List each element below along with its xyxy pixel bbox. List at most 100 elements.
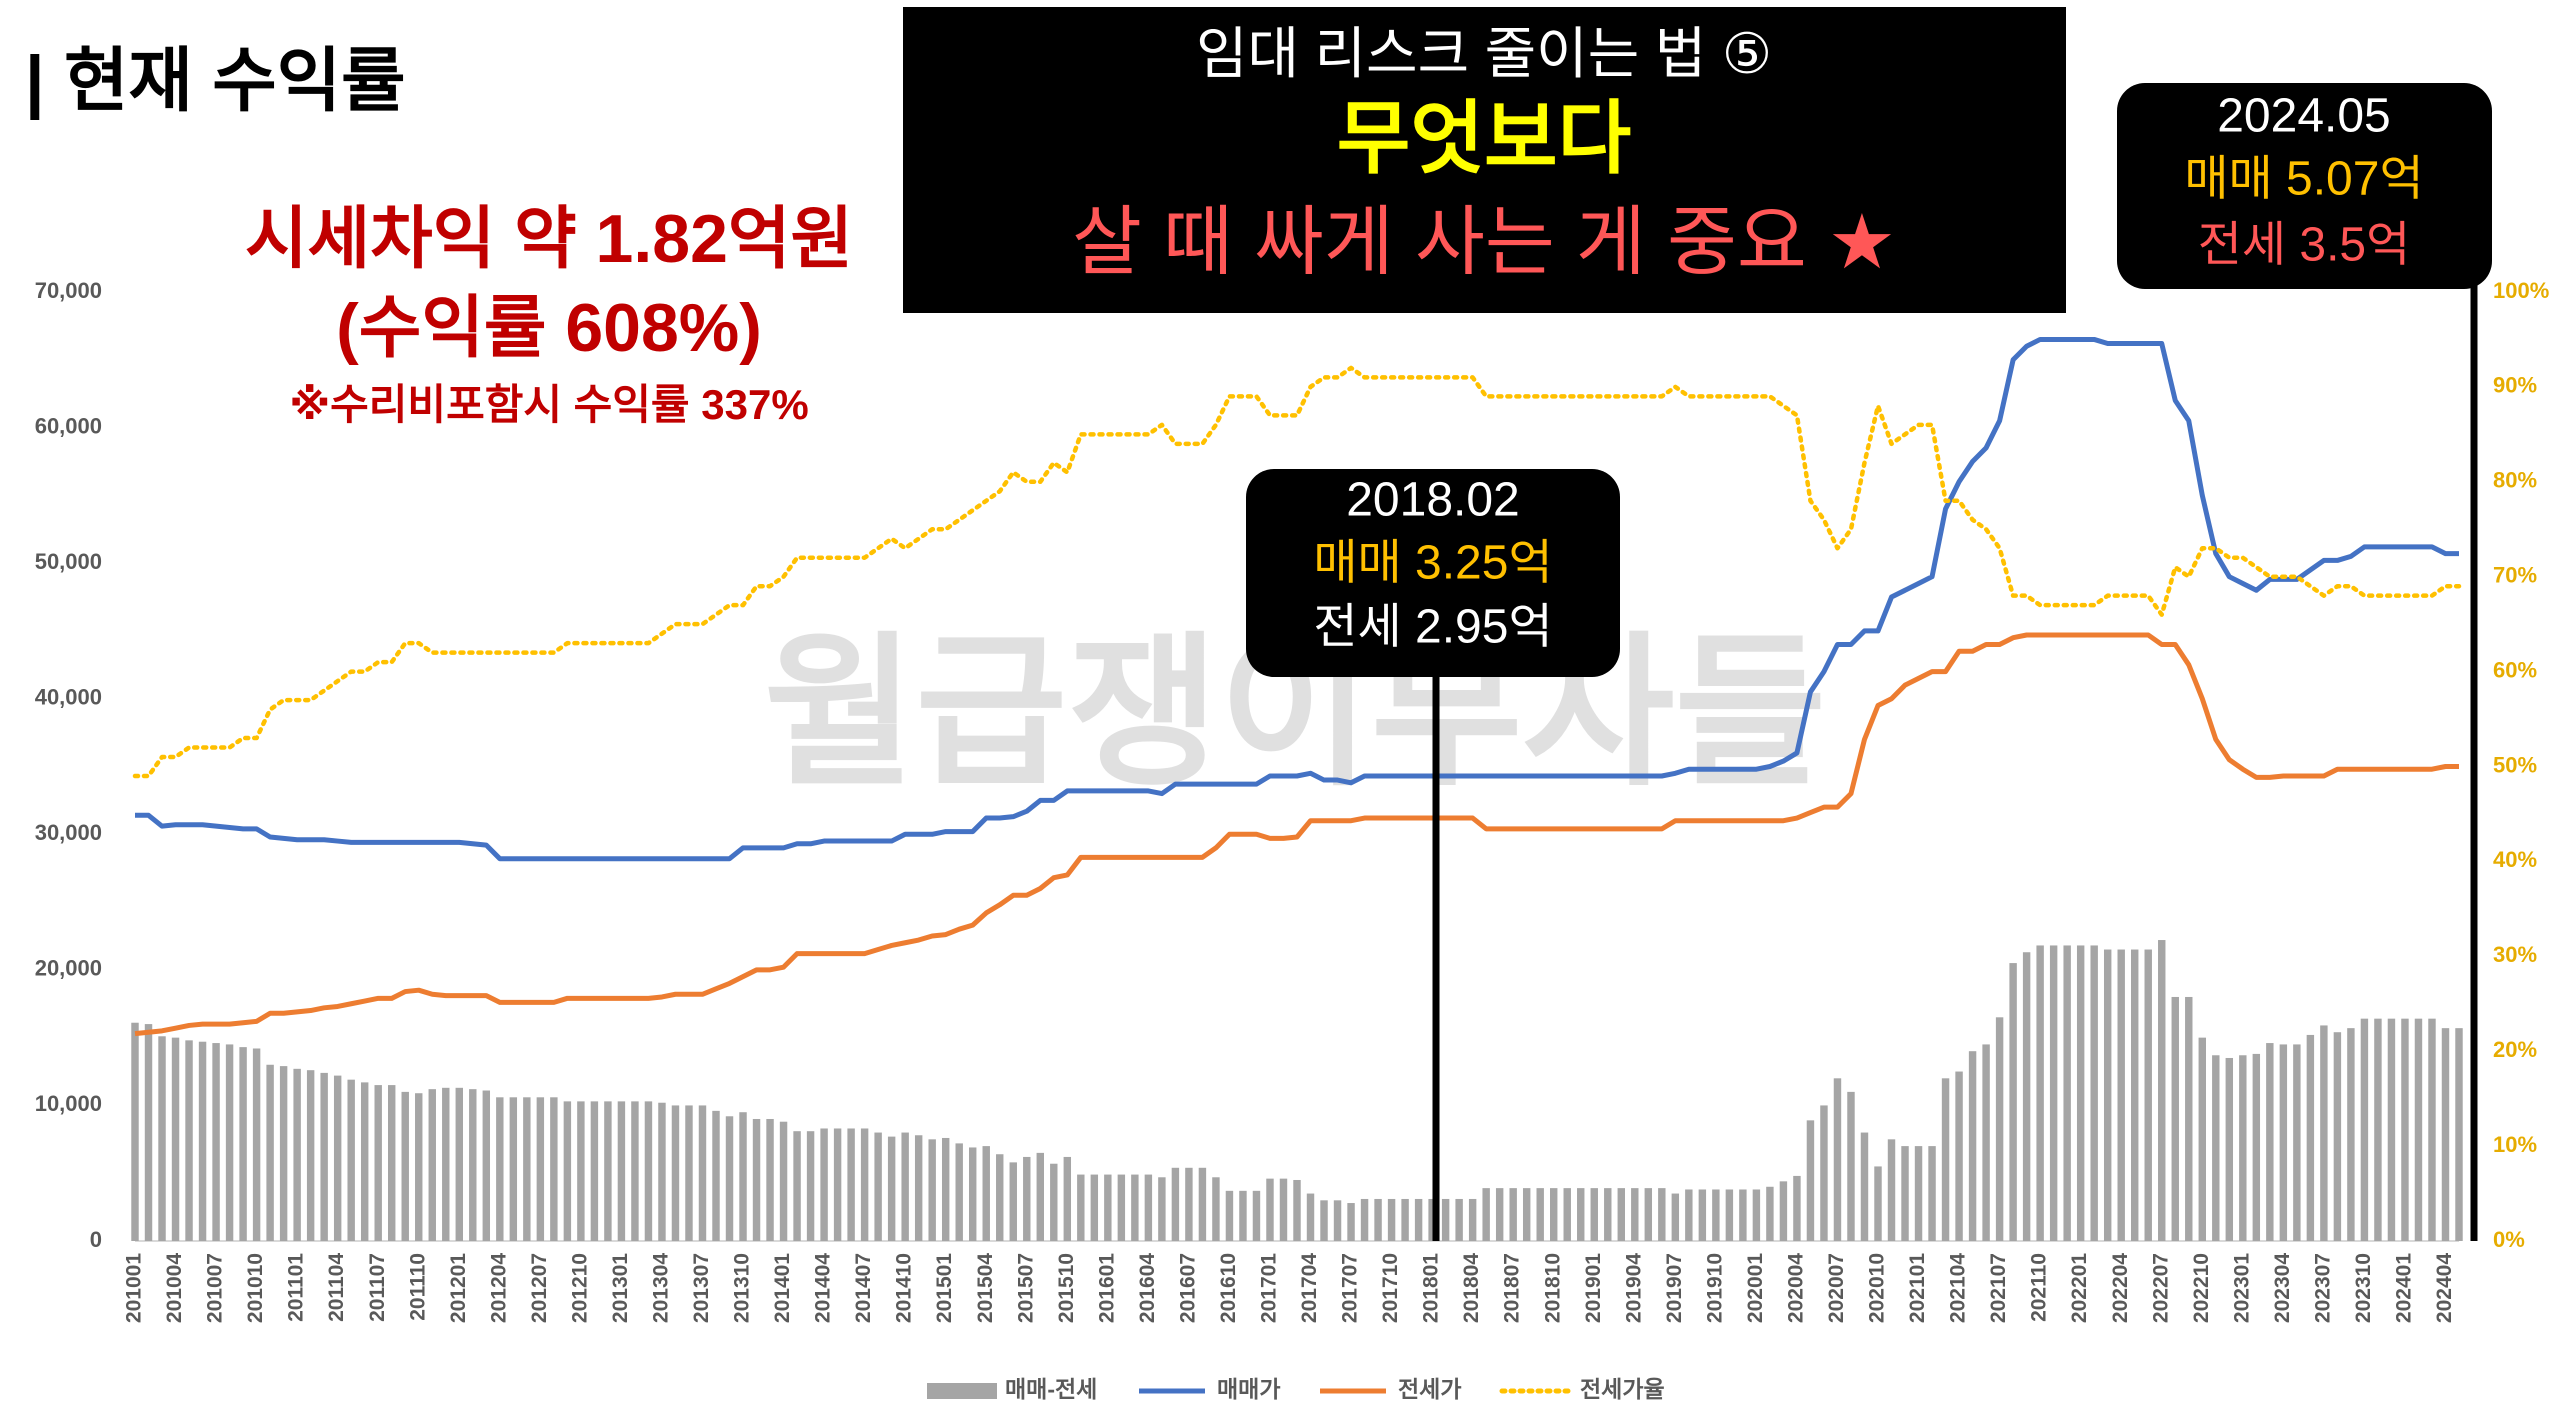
bar (1320, 1200, 1328, 1241)
bar (725, 1116, 734, 1241)
bar (1752, 1189, 1761, 1241)
x-tick-label: 201210 (568, 1253, 591, 1323)
bar (1198, 1167, 1207, 1241)
y-tick-label: 20,000 (35, 956, 102, 981)
bar (1577, 1188, 1585, 1241)
bar (1509, 1188, 1517, 1241)
bar (698, 1105, 707, 1241)
banner-line: 무엇보다 (1337, 94, 1631, 183)
bar (793, 1131, 801, 1241)
x-tick-label: 201204 (487, 1253, 510, 1323)
x-tick-label: 201201 (447, 1253, 470, 1323)
bar (1212, 1177, 1220, 1241)
y-tick-label: 30,000 (35, 820, 102, 845)
legend-label: 전세가율 (1580, 1376, 1665, 1402)
y2-tick-label: 80% (2493, 468, 2537, 493)
x-tick-label: 201001 (123, 1253, 146, 1323)
bar (658, 1102, 666, 1241)
bar (1360, 1198, 1369, 1241)
bar (2036, 945, 2044, 1241)
callout-date: 2024.05 (2217, 90, 2391, 143)
bar (1185, 1167, 1193, 1241)
bar (2347, 1028, 2355, 1241)
bar (2401, 1018, 2409, 1241)
callout-box (2117, 83, 2492, 289)
y-tick-label: 70,000 (35, 278, 102, 303)
bar (766, 1118, 774, 1241)
bar (131, 1022, 139, 1241)
callout-line-text: 전세 2.95억 (1313, 601, 1552, 654)
bar (1252, 1190, 1261, 1241)
x-tick-label: 201110 (406, 1253, 429, 1321)
overlay-layer: | 현재 수익률 시세차익 약 1.82억원 (수익률 608%) ※수리비포함… (25, 7, 2492, 1241)
bar (1428, 1198, 1436, 1241)
bar (225, 1044, 234, 1241)
bar (2063, 945, 2071, 1241)
bar (2076, 945, 2085, 1241)
x-tick-label: 201504 (974, 1253, 997, 1323)
bar (2374, 1018, 2382, 1241)
bar (1401, 1198, 1409, 1241)
bar (2158, 940, 2166, 1241)
annotation: ※수리비포함시 수익률 337% (289, 381, 808, 428)
bar (1009, 1162, 1017, 1241)
bar (1050, 1163, 1058, 1241)
x-tick-label: 201304 (650, 1253, 673, 1323)
bar (1387, 1198, 1396, 1241)
y-tick-label: 40,000 (35, 685, 102, 710)
x-tick-label: 202310 (2352, 1253, 2375, 1323)
bar (1266, 1178, 1274, 1241)
bar (604, 1101, 612, 1241)
bar (320, 1072, 328, 1241)
bar (1590, 1188, 1598, 1241)
y2-tick-label: 10% (2493, 1132, 2537, 1157)
bar (833, 1128, 842, 1241)
bar (2212, 1055, 2220, 1241)
line-series (134, 632, 2459, 1037)
plot-area: 0 10,000 20,000 30,000 40,000 50,000 60,000 70,… (35, 278, 2550, 1402)
banner-box (903, 7, 2066, 313)
x-tick-label: 201410 (893, 1253, 916, 1323)
bar (198, 1041, 207, 1241)
bar (1739, 1189, 1747, 1241)
y-tick-label: 60,000 (35, 413, 102, 438)
bar (2279, 1044, 2288, 1241)
bar (1806, 1120, 1815, 1241)
bar (2360, 1018, 2369, 1241)
bar (1522, 1188, 1531, 1241)
bar (1374, 1198, 1382, 1241)
bar (1955, 1071, 1963, 1241)
legend-label: 전세가 (1398, 1376, 1461, 1402)
bar (306, 1070, 315, 1241)
y2-tick-label: 0% (2493, 1227, 2525, 1252)
x-tick-label: 202401 (2393, 1253, 2416, 1323)
bar (1631, 1188, 1639, 1241)
bar (1847, 1091, 1855, 1241)
x-tick-label: 202204 (2109, 1253, 2132, 1323)
bar (752, 1118, 761, 1241)
bar (2225, 1057, 2234, 1241)
bar (1901, 1146, 1909, 1241)
bar (2252, 1053, 2261, 1241)
x-tick-label: 201901 (1582, 1253, 1605, 1323)
callout-line-text: 매매 5.07억 (2184, 153, 2423, 206)
bar (455, 1087, 463, 1241)
bar (1347, 1203, 1355, 1241)
bar (185, 1040, 193, 1241)
bar (1982, 1044, 1990, 1241)
bar (928, 1139, 936, 1241)
x-tick-label: 202001 (1744, 1253, 1767, 1323)
y-tick-label: 10,000 (35, 1091, 102, 1116)
bar (1468, 1198, 1477, 1241)
bar (1887, 1139, 1896, 1241)
x-tick-label: 201510 (1055, 1253, 1078, 1323)
callout-box (1246, 469, 1620, 677)
x-tick-label: 201404 (812, 1253, 835, 1323)
bar (469, 1089, 477, 1241)
bar (563, 1101, 572, 1241)
bar (820, 1128, 828, 1241)
legend-label: 매매가 (1217, 1376, 1280, 1402)
bar (1077, 1174, 1085, 1241)
bar (874, 1132, 882, 1241)
bar (914, 1135, 923, 1241)
